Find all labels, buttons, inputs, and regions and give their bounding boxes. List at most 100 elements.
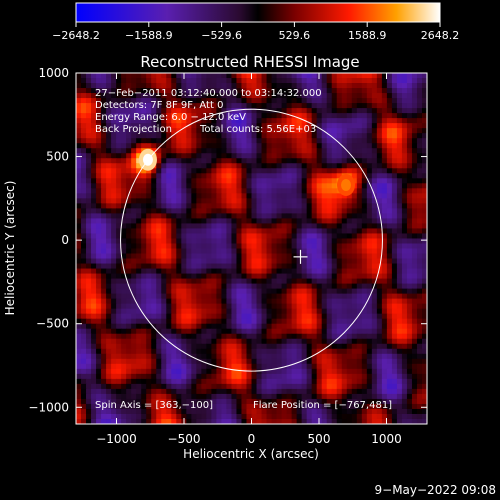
heatmap-cell bbox=[281, 288, 288, 295]
heatmap-cell bbox=[76, 93, 82, 99]
heatmap-cell bbox=[246, 98, 253, 104]
heatmap-cell bbox=[356, 418, 363, 424]
heatmap-cell bbox=[386, 288, 393, 295]
heatmap-cell bbox=[261, 318, 268, 325]
heatmap-cell bbox=[411, 168, 418, 174]
heatmap-cell bbox=[231, 193, 238, 199]
heatmap-cell bbox=[111, 233, 117, 240]
heatmap-cell bbox=[216, 268, 223, 275]
heatmap-cell bbox=[166, 233, 172, 240]
heatmap-cell bbox=[161, 73, 167, 79]
heatmap-cell bbox=[146, 268, 152, 275]
heatmap-cell bbox=[96, 228, 102, 235]
heatmap-cell bbox=[281, 283, 288, 290]
heatmap-cell bbox=[111, 273, 117, 280]
heatmap-cell bbox=[296, 203, 303, 209]
heatmap-cell bbox=[361, 153, 368, 159]
heatmap-cell bbox=[266, 343, 273, 350]
heatmap-cell bbox=[201, 138, 207, 144]
heatmap-cell bbox=[196, 248, 202, 255]
heatmap-cell bbox=[191, 248, 197, 255]
heatmap-cell bbox=[286, 228, 293, 235]
heatmap-cell bbox=[316, 208, 323, 214]
heatmap-cell bbox=[151, 203, 157, 209]
heatmap-cell bbox=[116, 418, 122, 424]
heatmap-cell bbox=[396, 378, 403, 385]
heatmap-cell bbox=[251, 208, 258, 214]
heatmap-cell bbox=[391, 338, 398, 345]
heatmap-cell bbox=[181, 263, 187, 270]
heatmap-cell bbox=[396, 173, 403, 179]
heatmap-cell bbox=[401, 208, 408, 214]
heatmap-cell bbox=[226, 138, 233, 144]
heatmap-cell bbox=[196, 168, 202, 174]
heatmap-cell bbox=[216, 353, 223, 360]
heatmap-cell bbox=[161, 243, 167, 250]
heatmap-cell bbox=[416, 123, 423, 129]
heatmap-cell bbox=[116, 198, 122, 204]
heatmap-cell bbox=[371, 273, 378, 280]
heatmap-cell bbox=[81, 283, 87, 290]
heatmap-cell bbox=[326, 238, 333, 245]
heatmap-cell bbox=[341, 328, 348, 335]
heatmap-cell bbox=[386, 128, 393, 134]
heatmap-cell bbox=[336, 173, 343, 179]
heatmap-cell bbox=[386, 168, 393, 174]
heatmap-cell bbox=[336, 358, 343, 365]
heatmap-cell bbox=[246, 338, 253, 345]
heatmap-cell bbox=[156, 348, 162, 355]
heatmap-cell bbox=[311, 133, 318, 139]
heatmap-cell bbox=[146, 203, 152, 209]
heatmap-cell bbox=[406, 198, 413, 204]
heatmap-cell bbox=[156, 263, 162, 270]
heatmap-cell bbox=[76, 123, 82, 129]
heatmap-cell bbox=[181, 273, 187, 280]
heatmap-cell bbox=[286, 118, 293, 124]
heatmap-cell bbox=[271, 288, 278, 295]
heatmap-cell bbox=[401, 318, 408, 325]
heatmap-cell bbox=[76, 73, 82, 79]
heatmap-cell bbox=[181, 103, 187, 109]
heatmap-cell bbox=[401, 403, 408, 410]
heatmap-cell bbox=[81, 348, 87, 355]
heatmap-cell bbox=[121, 178, 127, 184]
heatmap-cell bbox=[131, 103, 137, 109]
heatmap-cell bbox=[156, 313, 162, 320]
heatmap-cell bbox=[166, 213, 172, 220]
heatmap-cell bbox=[261, 178, 268, 184]
heatmap-cell bbox=[136, 163, 142, 169]
heatmap-cell bbox=[191, 183, 197, 189]
heatmap-cell bbox=[276, 343, 283, 350]
heatmap-cell bbox=[226, 368, 233, 375]
heatmap-cell bbox=[151, 253, 157, 260]
heatmap-cell bbox=[116, 118, 122, 124]
heatmap-cell bbox=[126, 73, 132, 79]
heatmap-cell bbox=[301, 308, 308, 315]
heatmap-cell bbox=[126, 288, 132, 295]
heatmap-cell bbox=[276, 188, 283, 194]
heatmap-cell bbox=[241, 403, 248, 410]
heatmap-cell bbox=[86, 308, 92, 315]
heatmap-cell bbox=[366, 403, 373, 410]
heatmap-cell bbox=[381, 393, 388, 400]
heatmap-cell bbox=[291, 328, 298, 335]
heatmap-cell bbox=[341, 283, 348, 290]
heatmap-cell bbox=[171, 313, 177, 320]
heatmap-cell bbox=[336, 93, 343, 99]
heatmap-cell bbox=[181, 318, 187, 325]
heatmap-cell bbox=[291, 118, 298, 124]
heatmap-cell bbox=[116, 108, 122, 114]
heatmap-cell bbox=[401, 213, 408, 220]
heatmap-cell bbox=[416, 238, 423, 245]
heatmap-cell bbox=[421, 283, 427, 290]
heatmap-cell bbox=[396, 358, 403, 365]
heatmap-cell bbox=[356, 148, 363, 154]
heatmap-cell bbox=[166, 348, 172, 355]
heatmap-cell bbox=[251, 273, 258, 280]
heatmap-cell bbox=[351, 248, 358, 255]
heatmap-cell bbox=[211, 368, 217, 375]
heatmap-cell bbox=[96, 73, 102, 79]
heatmap-cell bbox=[366, 333, 373, 340]
heatmap-cell bbox=[261, 248, 268, 255]
heatmap-cell bbox=[356, 288, 363, 295]
